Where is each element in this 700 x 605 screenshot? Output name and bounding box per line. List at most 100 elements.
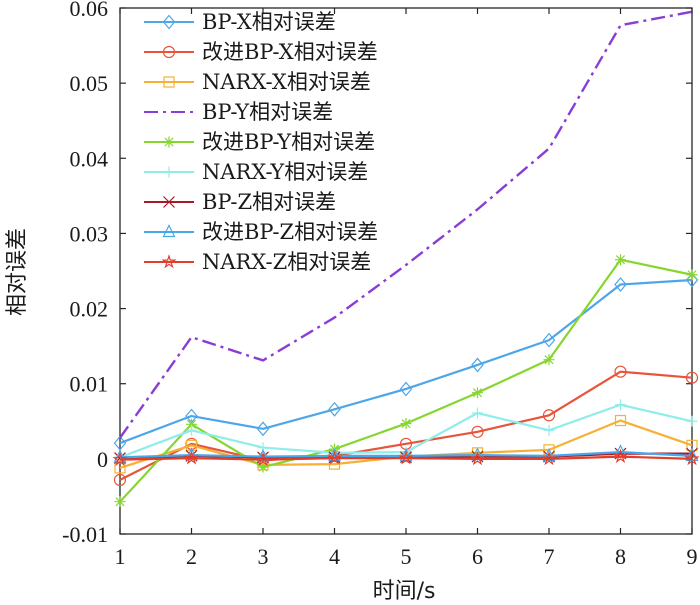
data-point xyxy=(472,387,483,399)
legend-label: BP-Z相对误差 xyxy=(202,190,336,214)
legend-item: NARX-Z相对误差 xyxy=(144,250,371,274)
data-point xyxy=(326,450,343,465)
y-axis-label: 相对误差 xyxy=(5,228,30,316)
data-point xyxy=(542,448,556,461)
data-point xyxy=(399,381,413,397)
data-point xyxy=(113,473,127,486)
series-layer xyxy=(112,10,700,508)
series-line xyxy=(119,278,693,445)
legend-label: NARX-Y相对误差 xyxy=(202,160,368,184)
plot-area xyxy=(112,7,700,535)
series-2 xyxy=(113,365,699,486)
x-tick-label: 5 xyxy=(401,544,412,569)
data-point xyxy=(615,399,626,411)
data-point xyxy=(186,418,197,430)
legend-swatch-marker xyxy=(162,14,176,30)
y-tick-label: 0.03 xyxy=(70,221,109,246)
legend-label: NARX-X相对误差 xyxy=(202,70,371,94)
data-point xyxy=(472,407,483,419)
data-point xyxy=(614,277,627,292)
legend-item: BP-Z相对误差 xyxy=(144,190,336,214)
legend-swatch-marker xyxy=(161,254,177,269)
legend-swatch-marker xyxy=(163,196,175,208)
data-point xyxy=(469,450,486,466)
data-point xyxy=(328,401,341,417)
legend-swatch-marker xyxy=(163,136,175,148)
legend-swatch-marker xyxy=(163,76,175,88)
series-9 xyxy=(112,448,700,467)
data-point xyxy=(256,448,270,462)
y-tick-label: 0.02 xyxy=(70,297,109,322)
data-point xyxy=(686,415,698,427)
data-point xyxy=(186,424,197,436)
series-line xyxy=(119,450,693,459)
x-tick-label: 7 xyxy=(544,544,555,569)
y-tick-label: -0.01 xyxy=(62,522,108,547)
data-point xyxy=(471,450,484,463)
data-point xyxy=(256,421,270,437)
x-tick-label: 8 xyxy=(615,544,626,569)
data-point xyxy=(685,448,699,461)
series-line xyxy=(119,370,693,481)
data-point xyxy=(684,450,700,466)
data-point xyxy=(112,451,128,467)
data-point xyxy=(185,447,198,461)
legend-label: BP-X相对误差 xyxy=(202,10,336,34)
legend-label: NARX-Z相对误差 xyxy=(202,250,371,274)
data-point xyxy=(400,418,412,430)
x-tick-label: 6 xyxy=(472,544,483,569)
data-point xyxy=(615,254,626,266)
legend-label: 改进BP-Y相对误差 xyxy=(202,130,375,154)
legend-item: NARX-Y相对误差 xyxy=(144,160,368,184)
data-point xyxy=(543,424,555,436)
data-point xyxy=(255,451,271,467)
data-point xyxy=(543,354,555,366)
y-tick-label: 0.06 xyxy=(70,0,109,21)
data-point xyxy=(685,371,699,384)
data-point xyxy=(686,269,698,281)
data-point xyxy=(541,450,557,466)
legend-label: BP-Y相对误差 xyxy=(202,100,333,124)
data-point xyxy=(614,414,627,427)
x-tick-label: 3 xyxy=(258,544,269,569)
x-tick-label: 4 xyxy=(329,544,340,569)
data-point xyxy=(614,365,627,378)
x-tick-label: 9 xyxy=(687,544,698,569)
data-point xyxy=(471,425,484,438)
legend-item: BP-X相对误差 xyxy=(144,10,336,34)
data-point xyxy=(542,332,556,348)
data-point xyxy=(114,496,126,508)
legend-item: BP-Y相对误差 xyxy=(144,100,333,124)
data-point xyxy=(114,462,126,474)
x-axis-label: 时间/s xyxy=(373,579,436,604)
data-point xyxy=(398,450,414,465)
data-point xyxy=(612,448,629,464)
legend-swatch-marker xyxy=(162,45,176,59)
series-line xyxy=(119,10,693,439)
legend-item: 改进BP-Y相对误差 xyxy=(144,130,375,154)
data-point xyxy=(542,409,556,422)
series-line xyxy=(119,455,693,461)
legend-label: 改进BP-X相对误差 xyxy=(202,40,378,64)
y-tick-label: 0.04 xyxy=(70,146,109,171)
x-tick-label: 2 xyxy=(186,544,197,569)
legend-item: NARX-X相对误差 xyxy=(144,70,371,94)
y-tick-label: 0.01 xyxy=(70,372,109,397)
data-point xyxy=(257,461,269,473)
tick-labels: 1 2 3 4 5 6 7 8 9 -0.01 0 0.01 0.02 0.03 0.04 0.05 0.06 xyxy=(62,0,697,569)
legend-item: 改进BP-X相对误差 xyxy=(144,40,378,64)
series-5 xyxy=(114,254,698,508)
data-point xyxy=(471,357,484,373)
legend-swatch-marker xyxy=(162,224,176,238)
x-tick-label: 1 xyxy=(115,544,126,569)
legend-label: 改进BP-Z相对误差 xyxy=(202,220,378,244)
y-tick-label: 0.05 xyxy=(70,71,109,96)
series-4 xyxy=(119,10,693,439)
legend-swatch-marker xyxy=(163,166,175,178)
data-point xyxy=(183,450,200,465)
y-tick-label: 0 xyxy=(97,447,108,472)
legend-item: 改进BP-Z相对误差 xyxy=(144,220,378,244)
